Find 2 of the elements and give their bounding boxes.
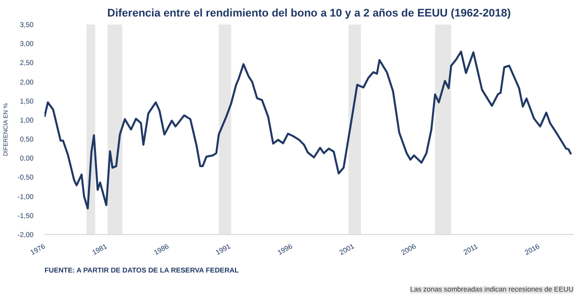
chart-title: Diferencia entre el rendimiento del bono a 10 y a 2 años de EEUU (1962-2018) — [107, 8, 512, 20]
line-series — [44, 50, 572, 210]
